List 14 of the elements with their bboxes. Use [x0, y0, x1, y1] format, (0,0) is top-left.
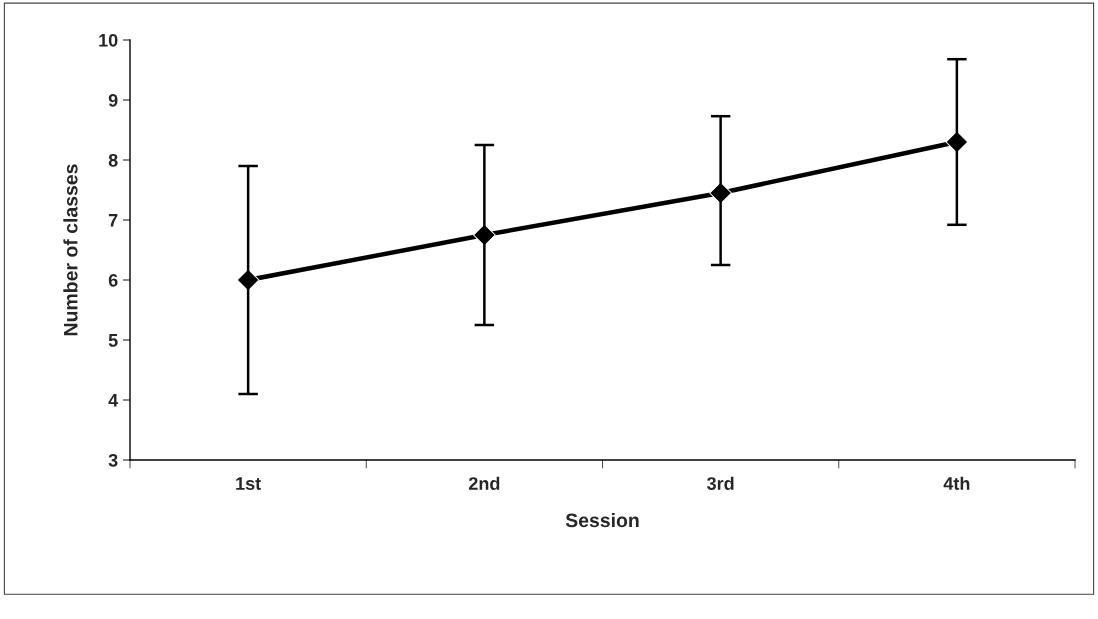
y-tick-label: 9: [108, 93, 118, 107]
y-axis-title: Number of classes: [63, 164, 78, 336]
x-tick-label: 3rd: [706, 476, 734, 490]
y-tick-label: 8: [108, 153, 118, 167]
y-tick-label: 5: [108, 334, 118, 347]
x-tick-label: 1st: [236, 477, 261, 490]
y-tick-label: 6: [108, 273, 118, 287]
y-tick-label: 3: [108, 453, 118, 467]
y-tick-label: 10: [99, 33, 118, 47]
x-tick-label: 4th: [943, 476, 970, 490]
x-axis-title: Session: [565, 512, 639, 528]
y-tick-label: 7: [108, 214, 118, 227]
x-tick-label: 2nd: [468, 476, 500, 490]
y-tick-label: 4: [108, 394, 119, 407]
